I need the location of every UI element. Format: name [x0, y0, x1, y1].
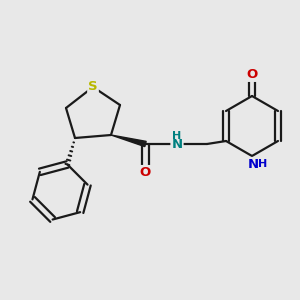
- Text: H: H: [258, 159, 267, 170]
- Text: S: S: [88, 80, 98, 94]
- Text: H: H: [172, 130, 182, 141]
- Text: O: O: [140, 166, 151, 179]
- Polygon shape: [111, 135, 146, 147]
- Text: O: O: [246, 68, 258, 81]
- Text: N: N: [171, 137, 183, 151]
- Text: N: N: [247, 158, 259, 171]
